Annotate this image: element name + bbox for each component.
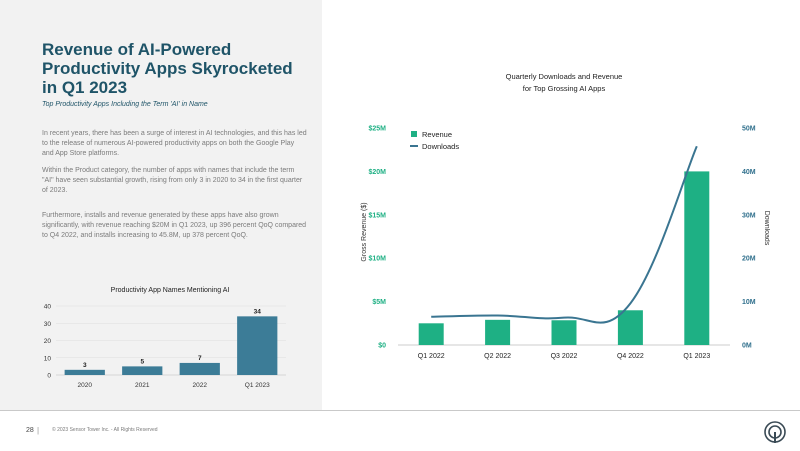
combo-x-tick-label: Q4 2022 — [617, 353, 644, 360]
combo-x-tick-label: Q1 2022 — [418, 353, 445, 360]
combo-y-left-tick-label: $20M — [368, 169, 386, 176]
revenue-bar — [485, 319, 511, 345]
combo-y-right-tick-label: 20M — [742, 256, 756, 263]
small-chart-value-label: 5 — [140, 358, 144, 365]
page-subtitle: Top Productivity Apps Including the Term… — [42, 101, 208, 108]
revenue-bar — [617, 310, 643, 345]
revenue-bar — [418, 323, 444, 345]
small-chart-value-label: 34 — [254, 308, 262, 315]
small-chart-y-tick-label: 40 — [44, 304, 52, 311]
combo-x-tick-label: Q2 2022 — [484, 353, 511, 360]
paragraph-3: Furthermore, installs and revenue genera… — [42, 212, 307, 239]
small-chart-x-tick-label: 2022 — [193, 382, 208, 389]
combo-y-left-tick-label: $10M — [368, 256, 386, 263]
combo-y-left-tick-label: $25M — [368, 126, 386, 133]
small-chart-title: Productivity App Names Mentioning AI — [111, 287, 230, 294]
big-chart-title-line-1: Quarterly Downloads and Revenue — [506, 72, 623, 81]
y-axis-left-label: Gross Revenue ($) — [361, 202, 368, 261]
combo-y-right-tick-label: 10M — [742, 299, 756, 306]
small-chart-y-tick-label: 10 — [44, 355, 52, 362]
small-chart-y-tick-label: 0 — [47, 373, 51, 380]
small-chart-value-label: 3 — [83, 362, 87, 369]
downloads-revenue-combo-chart: Quarterly Downloads and Revenue for Top … — [361, 72, 770, 360]
footer: 28 | © 2023 Sensor Tower Inc. - All Righ… — [0, 410, 800, 451]
combo-x-tick-label: Q1 2023 — [683, 353, 710, 360]
combo-y-right-tick-label: 40M — [742, 169, 756, 176]
big-chart-title-line-2: for Top Grossing AI Apps — [523, 84, 606, 93]
y-axis-right-label: Downloads — [763, 211, 770, 246]
combo-y-left-tick-label: $0 — [378, 343, 386, 350]
sensor-tower-logo-icon — [764, 421, 786, 443]
combo-y-left-tick-label: $5M — [372, 299, 386, 306]
legend-downloads-label: Downloads — [422, 142, 459, 151]
small-chart-y-tick-label: 30 — [44, 321, 52, 328]
footer-separator: | — [37, 426, 40, 435]
combo-y-right-tick-label: 30M — [742, 212, 756, 219]
legend-revenue-swatch — [411, 131, 417, 137]
small-chart-x-tick-label: 2021 — [135, 382, 150, 389]
small-chart-bar — [122, 366, 163, 375]
small-chart-bar — [64, 369, 105, 375]
page-number: 28 — [26, 427, 34, 434]
small-chart-x-tick-label: 2020 — [78, 382, 93, 389]
paragraph-2: Within the Product category, the number … — [42, 167, 303, 194]
page-title: Revenue of AI-Powered Productivity Apps … — [42, 40, 293, 97]
small-chart-y-tick-label: 20 — [44, 338, 52, 345]
left-panel: Revenue of AI-Powered Productivity Apps … — [0, 0, 322, 410]
combo-x-tick-label: Q3 2022 — [551, 353, 578, 360]
revenue-bar — [684, 171, 710, 345]
ai-app-names-bar-chart: Productivity App Names Mentioning AI 0 10… — [44, 287, 286, 389]
copyright-text: © 2023 Sensor Tower Inc. - All Rights Re… — [52, 427, 158, 433]
small-chart-bar — [179, 362, 220, 375]
legend-revenue-label: Revenue — [422, 130, 452, 139]
downloads-line — [431, 145, 698, 324]
combo-y-right-tick-label: 0M — [742, 343, 752, 350]
small-chart-x-tick-label: Q1 2023 — [245, 382, 270, 389]
revenue-bar — [551, 320, 577, 345]
small-chart-bar — [237, 316, 278, 375]
paragraph-1: In recent years, there has been a surge … — [42, 130, 307, 157]
combo-y-right-tick-label: 50M — [742, 126, 756, 133]
combo-y-left-tick-label: $15M — [368, 212, 386, 219]
small-chart-value-label: 7 — [198, 355, 202, 362]
